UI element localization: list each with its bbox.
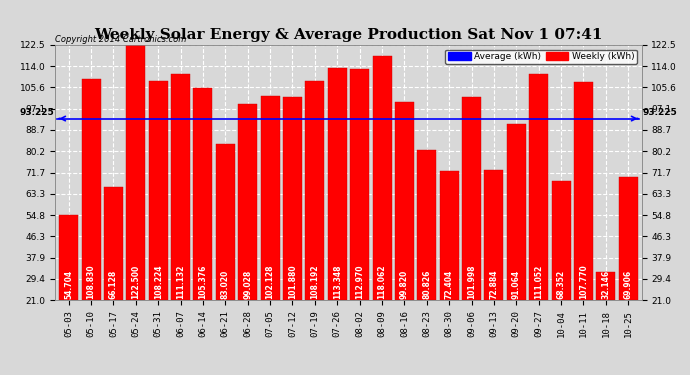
Bar: [417, 150, 436, 300]
Bar: [350, 69, 369, 300]
Bar: [216, 144, 235, 300]
Bar: [574, 82, 593, 300]
Text: 93.225: 93.225: [19, 108, 54, 117]
Text: 80.826: 80.826: [422, 269, 431, 299]
Title: Weekly Solar Energy & Average Production Sat Nov 1 07:41: Weekly Solar Energy & Average Production…: [95, 28, 602, 42]
Text: 101.998: 101.998: [467, 264, 476, 299]
Bar: [148, 81, 168, 300]
Text: 99.028: 99.028: [243, 270, 253, 299]
Text: 93.225: 93.225: [643, 108, 678, 117]
Bar: [484, 170, 504, 300]
Bar: [306, 81, 324, 300]
Bar: [126, 45, 146, 300]
Text: 72.404: 72.404: [444, 270, 454, 299]
Bar: [373, 56, 391, 300]
Text: 108.830: 108.830: [86, 264, 95, 299]
Text: 99.820: 99.820: [400, 270, 409, 299]
Text: 32.146: 32.146: [602, 270, 611, 299]
Bar: [261, 96, 279, 300]
Bar: [596, 272, 615, 300]
Text: Copyright 2014 Cartronics.com: Copyright 2014 Cartronics.com: [55, 35, 186, 44]
Text: 68.352: 68.352: [557, 270, 566, 299]
Text: 111.132: 111.132: [176, 264, 185, 299]
Text: 118.062: 118.062: [377, 264, 386, 299]
Text: 54.704: 54.704: [64, 270, 73, 299]
Text: 101.880: 101.880: [288, 264, 297, 299]
Text: 69.906: 69.906: [624, 270, 633, 299]
Text: 107.770: 107.770: [579, 264, 588, 299]
Bar: [529, 74, 549, 300]
Legend: Average (kWh), Weekly (kWh): Average (kWh), Weekly (kWh): [445, 50, 637, 64]
Text: 122.500: 122.500: [131, 264, 140, 299]
Bar: [395, 102, 414, 300]
Bar: [619, 177, 638, 300]
Bar: [283, 97, 302, 300]
Text: 105.376: 105.376: [199, 264, 208, 299]
Text: 72.884: 72.884: [489, 269, 498, 299]
Bar: [81, 80, 101, 300]
Bar: [104, 187, 123, 300]
Text: 91.064: 91.064: [512, 270, 521, 299]
Text: 112.970: 112.970: [355, 264, 364, 299]
Bar: [551, 181, 571, 300]
Bar: [462, 96, 481, 300]
Bar: [440, 171, 459, 300]
Bar: [59, 215, 78, 300]
Text: 113.348: 113.348: [333, 264, 342, 299]
Bar: [193, 88, 213, 300]
Text: 108.224: 108.224: [154, 264, 163, 299]
Bar: [238, 104, 257, 300]
Text: 111.052: 111.052: [534, 264, 543, 299]
Text: 108.192: 108.192: [310, 264, 319, 299]
Text: 102.128: 102.128: [266, 264, 275, 299]
Text: 66.128: 66.128: [109, 270, 118, 299]
Bar: [171, 74, 190, 300]
Bar: [328, 68, 347, 300]
Bar: [507, 124, 526, 300]
Text: 83.020: 83.020: [221, 270, 230, 299]
